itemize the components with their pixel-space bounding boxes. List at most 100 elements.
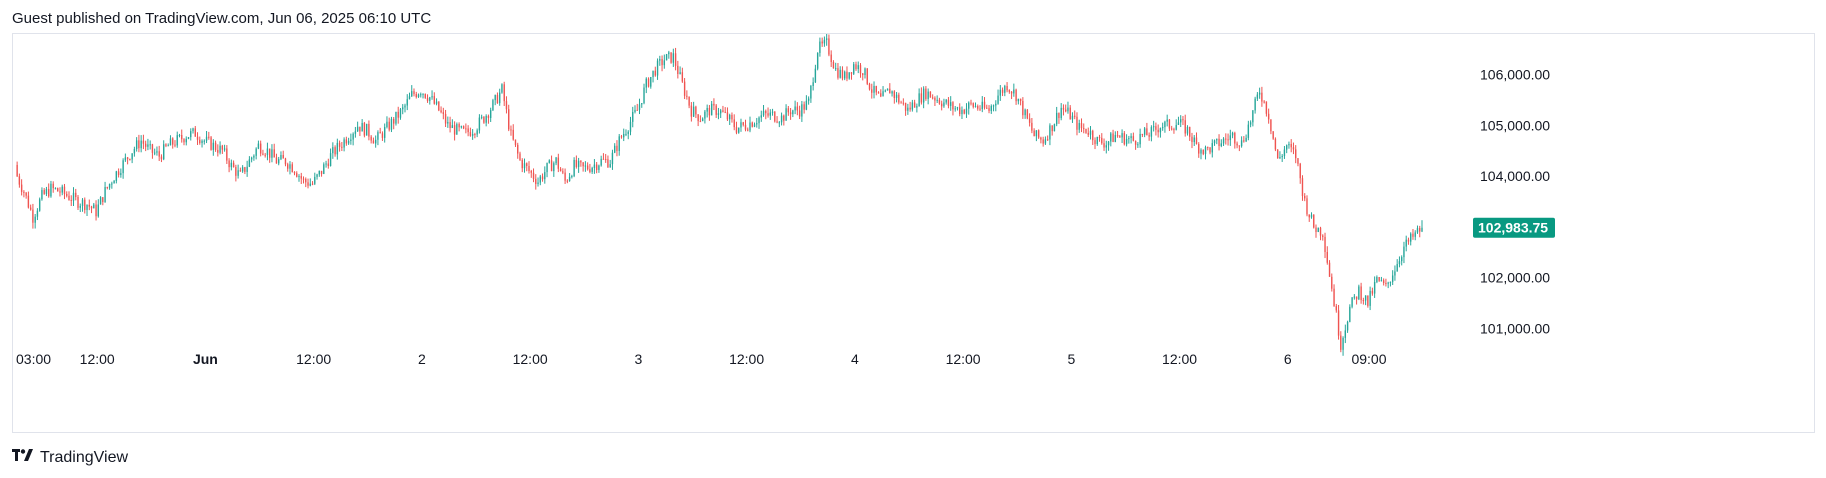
candle-body: [456, 124, 458, 135]
candle-body: [1394, 271, 1396, 276]
candle-body: [641, 103, 643, 105]
candle-body: [341, 146, 343, 148]
candle-body: [381, 133, 384, 138]
candle-body: [715, 105, 717, 115]
candle-body: [192, 128, 194, 132]
candle-body: [142, 140, 145, 144]
candle-body: [57, 188, 59, 192]
candle-body: [717, 113, 720, 115]
candle-body: [670, 52, 672, 63]
candle-body: [690, 105, 693, 117]
candle-body: [959, 107, 961, 115]
candle-body: [1112, 133, 1114, 142]
candle-body: [1067, 107, 1069, 112]
candle-body: [801, 104, 803, 117]
candle-body: [347, 140, 350, 144]
candle-body: [1306, 198, 1308, 215]
candle-body: [451, 125, 454, 129]
candle-body: [90, 206, 93, 209]
candle-body: [23, 191, 25, 193]
candle-body: [873, 85, 875, 93]
footer-brand[interactable]: TradingView: [12, 448, 128, 467]
candle-body: [1270, 119, 1272, 132]
candle-body: [1380, 280, 1383, 282]
candle-body: [438, 101, 440, 111]
candle-body: [307, 182, 309, 186]
candle-body: [1065, 109, 1067, 112]
candle-body: [665, 54, 668, 61]
candle-body: [124, 157, 127, 161]
candle-body: [539, 176, 541, 183]
candle-body: [877, 92, 880, 94]
chart-pane[interactable]: 101,000.00102,000.00103,000.00104,000.00…: [12, 33, 1815, 433]
candle-body: [816, 52, 819, 69]
candle-body: [43, 190, 45, 194]
candle-body: [1175, 125, 1177, 130]
candle-body: [1053, 124, 1056, 132]
candle-body: [158, 151, 160, 157]
candle-body: [363, 123, 366, 136]
candle-body: [1044, 139, 1047, 144]
candle-body: [52, 183, 54, 189]
candle-body: [1026, 109, 1029, 119]
candle-body: [1028, 118, 1031, 123]
candle-body: [758, 117, 760, 124]
candle-body: [250, 157, 253, 160]
candle-body: [79, 205, 81, 208]
candle-body: [1324, 236, 1326, 252]
candle-body: [1098, 136, 1101, 138]
candle-body: [18, 176, 21, 185]
candle-body: [492, 100, 494, 111]
candle-body: [620, 136, 623, 138]
candle-body: [562, 171, 564, 173]
candle-body: [1382, 280, 1385, 283]
candle-body: [1121, 133, 1123, 138]
candle-body: [460, 126, 463, 128]
candle-body: [699, 121, 702, 123]
candle-body: [417, 94, 420, 98]
candle-body: [751, 122, 753, 127]
candle-body: [440, 110, 442, 113]
candle-body: [661, 59, 663, 66]
candle-body: [632, 112, 634, 122]
candle-body: [429, 97, 431, 101]
candlestick-chart[interactable]: 101,000.00102,000.00103,000.00104,000.00…: [13, 34, 1816, 434]
candle-body: [681, 72, 684, 82]
candle-body: [232, 162, 235, 168]
candle-body: [1006, 85, 1008, 91]
candle-body: [997, 95, 999, 104]
candle-body: [404, 105, 406, 108]
candle-body: [1216, 138, 1218, 141]
candle-body: [1407, 239, 1410, 242]
candle-body: [828, 38, 830, 55]
y-tick-label: 106,000.00: [1480, 67, 1550, 83]
candle-body: [1261, 92, 1263, 102]
candle-body: [927, 91, 929, 99]
candle-body: [541, 176, 544, 180]
candle-body: [167, 145, 169, 147]
candle-body: [1283, 149, 1286, 157]
candle-body: [465, 128, 467, 130]
candle-body: [95, 204, 97, 217]
candle-body: [616, 145, 618, 151]
candle-body: [1227, 139, 1229, 141]
candle-body: [1134, 140, 1137, 145]
candle-body: [1010, 91, 1013, 94]
candle-body: [433, 96, 436, 104]
candle-body: [1349, 306, 1351, 322]
candle-body: [1150, 127, 1153, 137]
candle-body: [289, 164, 291, 169]
candle-body: [729, 114, 731, 120]
candle-body: [839, 69, 841, 78]
candle-body: [850, 72, 853, 74]
candle-body: [408, 96, 411, 100]
candle-body: [226, 148, 228, 161]
candle-body: [1132, 136, 1135, 141]
candle-body: [1412, 233, 1414, 237]
candle-body: [29, 207, 32, 210]
candle-body: [255, 148, 257, 156]
candle-body: [16, 164, 18, 177]
candle-body: [1204, 147, 1207, 154]
candle-body: [223, 148, 226, 150]
candle-body: [476, 130, 478, 135]
